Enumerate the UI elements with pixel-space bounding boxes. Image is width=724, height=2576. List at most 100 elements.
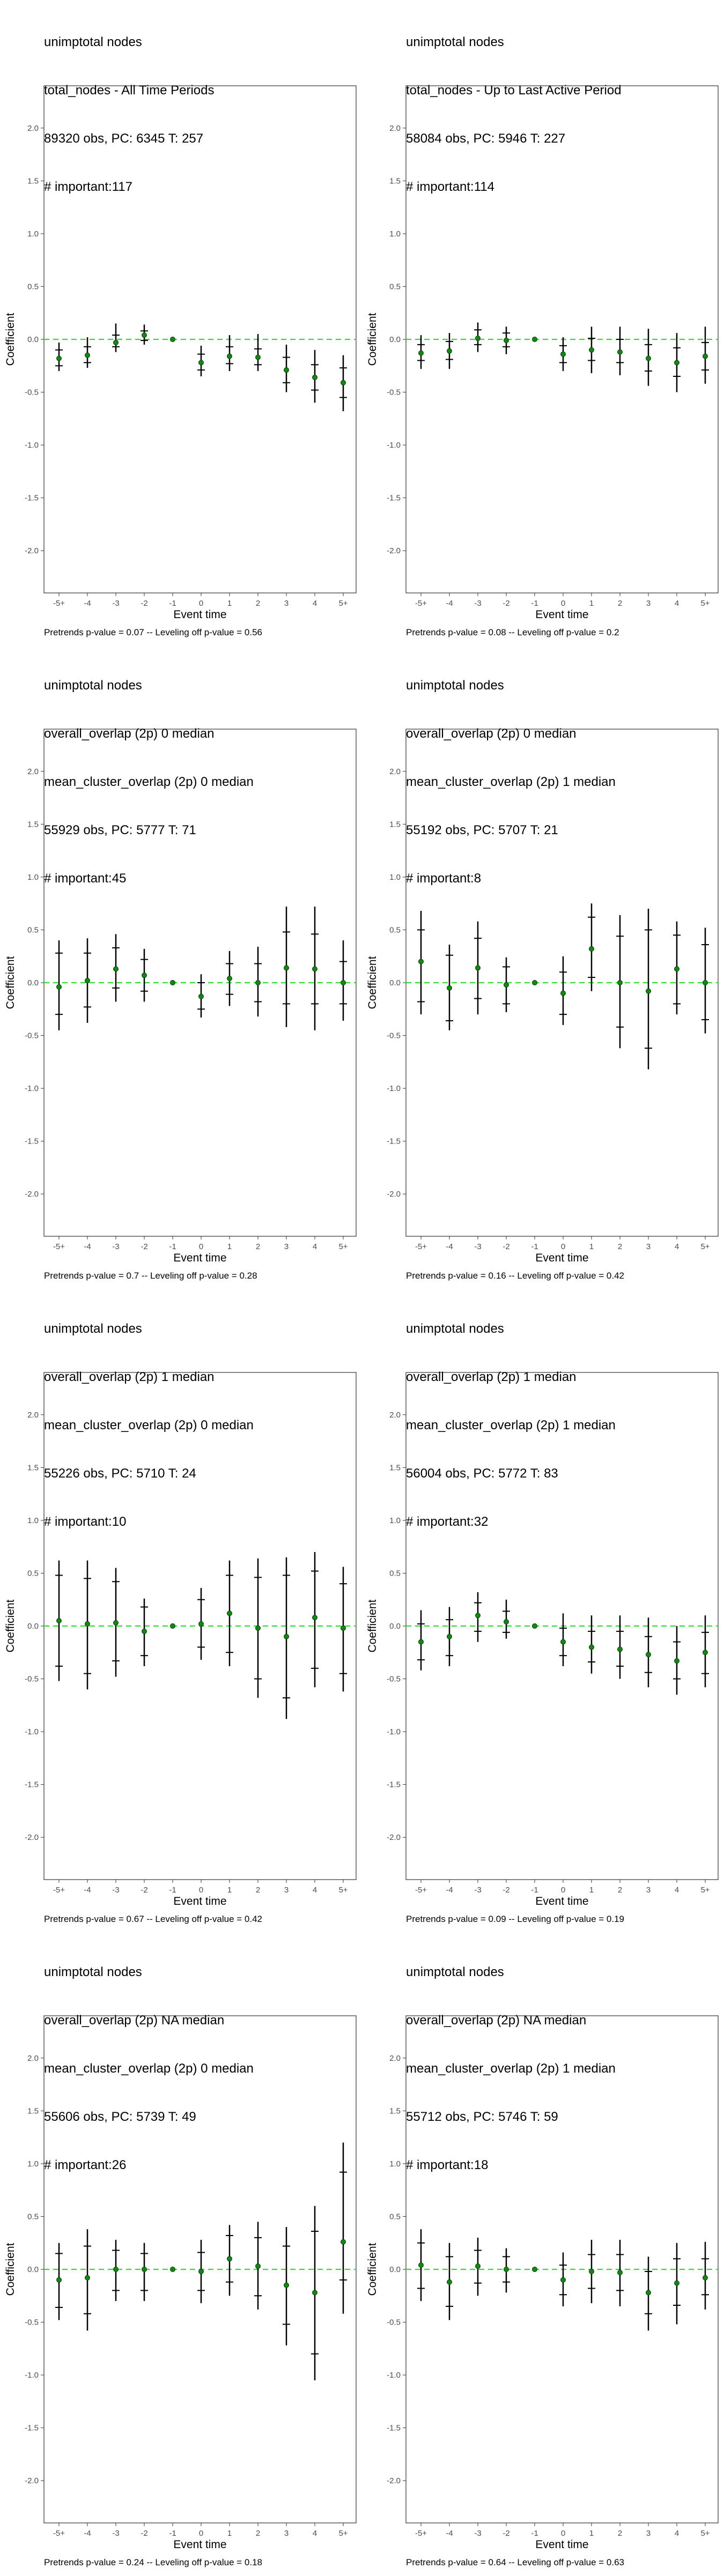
point-estimate xyxy=(227,1610,232,1616)
x-tick-label: -3 xyxy=(474,599,481,608)
x-tick-label: 2 xyxy=(618,2529,622,2538)
point-estimate xyxy=(617,980,623,985)
x-tick-label: -4 xyxy=(84,1242,91,1251)
y-tick-label: 1.5 xyxy=(27,1463,39,1472)
point-estimate xyxy=(674,360,679,366)
x-tick-label: 1 xyxy=(227,1885,232,1895)
x-tick-label: -1 xyxy=(169,599,176,608)
x-tick-label: 0 xyxy=(199,599,203,608)
x-tick-label: 1 xyxy=(589,599,594,608)
x-tick-label: -3 xyxy=(112,599,119,608)
chart-title: unimptotal nodes overall_overlap (2p) 1 … xyxy=(406,1289,616,1562)
title-line: 58084 obs, PC: 5946 T: 227 xyxy=(406,131,566,146)
title-line: # important:18 xyxy=(406,2158,489,2172)
point-estimate xyxy=(703,1650,708,1656)
y-tick-label: 2.0 xyxy=(389,1411,401,1420)
x-tick-label: -5+ xyxy=(53,1885,65,1895)
title-line: 55606 obs, PC: 5739 T: 49 xyxy=(44,2110,196,2124)
x-tick-label: 0 xyxy=(199,1885,203,1895)
title-line: unimptotal nodes xyxy=(44,1322,142,1336)
point-estimate xyxy=(142,332,147,338)
y-tick-label: -2.0 xyxy=(387,546,401,555)
point-estimate xyxy=(504,2267,509,2272)
y-tick-label: 2.0 xyxy=(27,767,39,776)
pvalue-footer: Pretrends p-value = 0.24 -- Leveling off… xyxy=(44,2557,262,2567)
point-estimate xyxy=(674,2280,679,2286)
title-line: # important:8 xyxy=(406,871,482,886)
point-estimate xyxy=(589,1644,594,1650)
point-estimate xyxy=(560,990,566,996)
x-tick-label: -3 xyxy=(474,2529,481,2538)
chart-panel-3: unimptotal nodes overall_overlap (2p) 0 … xyxy=(0,643,362,1287)
x-tick-label: 2 xyxy=(618,599,622,608)
point-estimate xyxy=(617,2269,623,2275)
title-line: # important:45 xyxy=(44,871,127,886)
y-axis-label: Coefficient xyxy=(4,2243,17,2296)
title-line: 55226 obs, PC: 5710 T: 24 xyxy=(44,1466,196,1481)
x-tick-label: 3 xyxy=(646,1242,651,1251)
point-estimate xyxy=(142,1628,147,1634)
x-tick-label: 2 xyxy=(256,1242,260,1251)
y-tick-label: 2.0 xyxy=(27,2054,39,2063)
title-line: unimptotal nodes xyxy=(44,35,142,49)
y-tick-label: -0.5 xyxy=(387,2318,401,2327)
y-tick-label: -2.0 xyxy=(387,2476,401,2485)
y-axis-label: Coefficient xyxy=(4,313,17,366)
y-tick-label: -1.5 xyxy=(25,2424,39,2433)
x-tick-label: 5+ xyxy=(700,599,710,608)
y-tick-label: 0.0 xyxy=(27,2265,39,2274)
point-estimate xyxy=(284,2282,289,2288)
point-estimate xyxy=(617,1646,623,1652)
y-tick-label: 0.0 xyxy=(389,1622,401,1631)
point-estimate xyxy=(674,1658,679,1664)
y-tick-label: 1.5 xyxy=(27,2106,39,2115)
y-tick-label: -2.0 xyxy=(387,1833,401,1842)
point-estimate xyxy=(504,982,509,988)
x-tick-label: 3 xyxy=(284,2529,289,2538)
x-tick-label: -2 xyxy=(141,2529,147,2538)
x-tick-label: -3 xyxy=(474,1242,481,1251)
point-estimate xyxy=(475,2263,481,2269)
x-tick-label: -3 xyxy=(112,1885,119,1895)
point-estimate xyxy=(475,965,481,971)
x-tick-label: -3 xyxy=(112,1242,119,1251)
point-estimate xyxy=(227,353,232,359)
y-tick-label: 0.5 xyxy=(389,1569,401,1578)
title-line: 55192 obs, PC: 5707 T: 21 xyxy=(406,823,558,837)
point-estimate xyxy=(85,978,90,984)
point-estimate xyxy=(142,2267,147,2272)
chart-panel-8: unimptotal nodes overall_overlap (2p) NA… xyxy=(362,1930,724,2573)
point-estimate xyxy=(532,1623,537,1629)
point-estimate xyxy=(475,1613,481,1619)
x-tick-label: 4 xyxy=(675,2529,679,2538)
point-estimate xyxy=(56,355,62,361)
title-line: mean_cluster_overlap (2p) 1 median xyxy=(406,775,616,789)
x-tick-label: 4 xyxy=(675,599,679,608)
point-estimate xyxy=(198,360,204,366)
x-tick-label: 0 xyxy=(199,1242,203,1251)
point-estimate xyxy=(418,1639,424,1645)
x-tick-label: -5+ xyxy=(415,2529,427,2538)
x-tick-label: -4 xyxy=(446,2529,453,2538)
title-line: 55929 obs, PC: 5777 T: 71 xyxy=(44,823,196,837)
point-estimate xyxy=(113,339,119,345)
x-tick-label: 3 xyxy=(284,1242,289,1251)
y-tick-label: -0.5 xyxy=(387,1675,401,1684)
y-tick-label: 0.5 xyxy=(27,1569,39,1578)
y-tick-label: 0.5 xyxy=(27,925,39,934)
y-axis-label: Coefficient xyxy=(366,313,379,366)
y-tick-label: -1.5 xyxy=(387,1137,401,1146)
x-tick-label: -2 xyxy=(503,1242,509,1251)
point-estimate xyxy=(312,2290,317,2296)
pvalue-footer: Pretrends p-value = 0.16 -- Leveling off… xyxy=(406,1271,624,1281)
point-estimate xyxy=(312,1615,317,1621)
x-tick-label: -5+ xyxy=(53,1242,65,1251)
point-estimate xyxy=(312,374,317,380)
x-axis-label: Event time xyxy=(535,608,588,621)
x-axis-label: Event time xyxy=(173,1252,226,1264)
chart-panel-5: unimptotal nodes overall_overlap (2p) 1 … xyxy=(0,1287,362,1930)
y-tick-label: -2.0 xyxy=(25,546,39,555)
y-tick-label: 0.0 xyxy=(389,2265,401,2274)
point-estimate xyxy=(255,1625,261,1631)
chart-panel-2: unimptotal nodes total_nodes - Up to Las… xyxy=(362,0,724,643)
